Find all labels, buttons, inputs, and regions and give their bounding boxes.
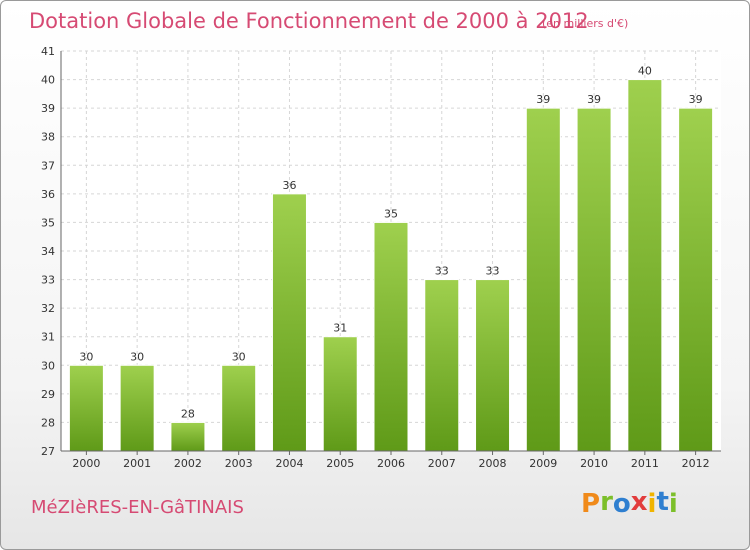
- bar-2001: [119, 364, 155, 452]
- chart-subtitle: (en milliers d'€): [542, 17, 629, 30]
- data-label-2004: 36: [282, 179, 296, 192]
- bar-2004: [271, 193, 307, 452]
- data-label-2002: 28: [181, 407, 195, 420]
- logo-letter: i: [647, 489, 657, 519]
- data-label-2001: 30: [130, 350, 144, 363]
- logo-letter: i: [668, 489, 678, 519]
- data-label-2007: 33: [435, 265, 449, 278]
- bar-2009: [525, 107, 561, 452]
- y-tick-label: 39: [41, 102, 55, 115]
- y-tick-label: 33: [41, 274, 55, 287]
- y-tick-label: 41: [41, 45, 55, 58]
- data-label-2003: 30: [232, 350, 246, 363]
- data-label-2000: 30: [79, 350, 93, 363]
- x-tick-label: 2011: [631, 457, 659, 470]
- x-tick-label: 2007: [428, 457, 456, 470]
- chart-title: Dotation Globale de Fonctionnement de 20…: [29, 9, 589, 33]
- logo-letter: P: [581, 489, 601, 519]
- y-tick-label: 28: [41, 416, 55, 429]
- bar-2000: [68, 364, 104, 452]
- y-tick-label: 36: [41, 188, 55, 201]
- y-tick-label: 31: [41, 331, 55, 344]
- x-tick-label: 2006: [377, 457, 405, 470]
- bar-2005: [322, 336, 358, 452]
- data-label-2009: 39: [536, 93, 550, 106]
- bars: 30 30 28 30 36 31 35 33 33 39 39 40 39: [68, 65, 714, 452]
- y-tick-label: 37: [41, 159, 55, 172]
- bar-2010: [576, 107, 612, 452]
- place-name: MéZIèRES-EN-GâTINAIS: [31, 497, 244, 518]
- bar-2002: [170, 421, 206, 452]
- y-tick-label: 27: [41, 445, 55, 458]
- y-tick-label: 29: [41, 388, 55, 401]
- logo-letter: t: [656, 487, 669, 517]
- x-tick-label: 2005: [326, 457, 354, 470]
- data-label-2011: 40: [638, 65, 652, 78]
- logo-letter: o: [612, 489, 631, 519]
- x-tick-label: 2004: [275, 457, 303, 470]
- y-tick-label: 30: [41, 359, 55, 372]
- x-tick-label: 2001: [123, 457, 151, 470]
- x-tick-label: 2012: [682, 457, 710, 470]
- data-label-2012: 39: [689, 93, 703, 106]
- data-label-2010: 39: [587, 93, 601, 106]
- bar-2007: [424, 279, 460, 452]
- x-tick-label: 2008: [479, 457, 507, 470]
- y-tick-label: 40: [41, 74, 55, 87]
- data-label-2006: 35: [384, 207, 398, 220]
- bar-2012: [678, 107, 714, 452]
- x-tick-label: 2000: [72, 457, 100, 470]
- bar-2006: [373, 221, 409, 452]
- axes: 27 28 29 30 31 32 33 34 35 36 37 38 39 40 41 2000 2001 20…: [41, 45, 721, 470]
- y-tick-label: 35: [41, 216, 55, 229]
- logo-letter: r: [600, 487, 613, 517]
- bar-2003: [221, 364, 257, 452]
- data-label-2008: 33: [486, 265, 500, 278]
- y-tick-label: 32: [41, 302, 55, 315]
- x-tick-label: 2003: [225, 457, 253, 470]
- y-tick-label: 38: [41, 131, 55, 144]
- data-label-2005: 31: [333, 322, 347, 335]
- logo-letter: x: [630, 487, 648, 517]
- proxiti-logo: Proxiti: [581, 487, 678, 519]
- bar-2008: [475, 279, 511, 452]
- x-tick-label: 2009: [529, 457, 557, 470]
- x-tick-label: 2010: [580, 457, 608, 470]
- y-tick-label: 34: [41, 245, 55, 258]
- bar-2011: [627, 79, 663, 452]
- x-tick-label: 2002: [174, 457, 202, 470]
